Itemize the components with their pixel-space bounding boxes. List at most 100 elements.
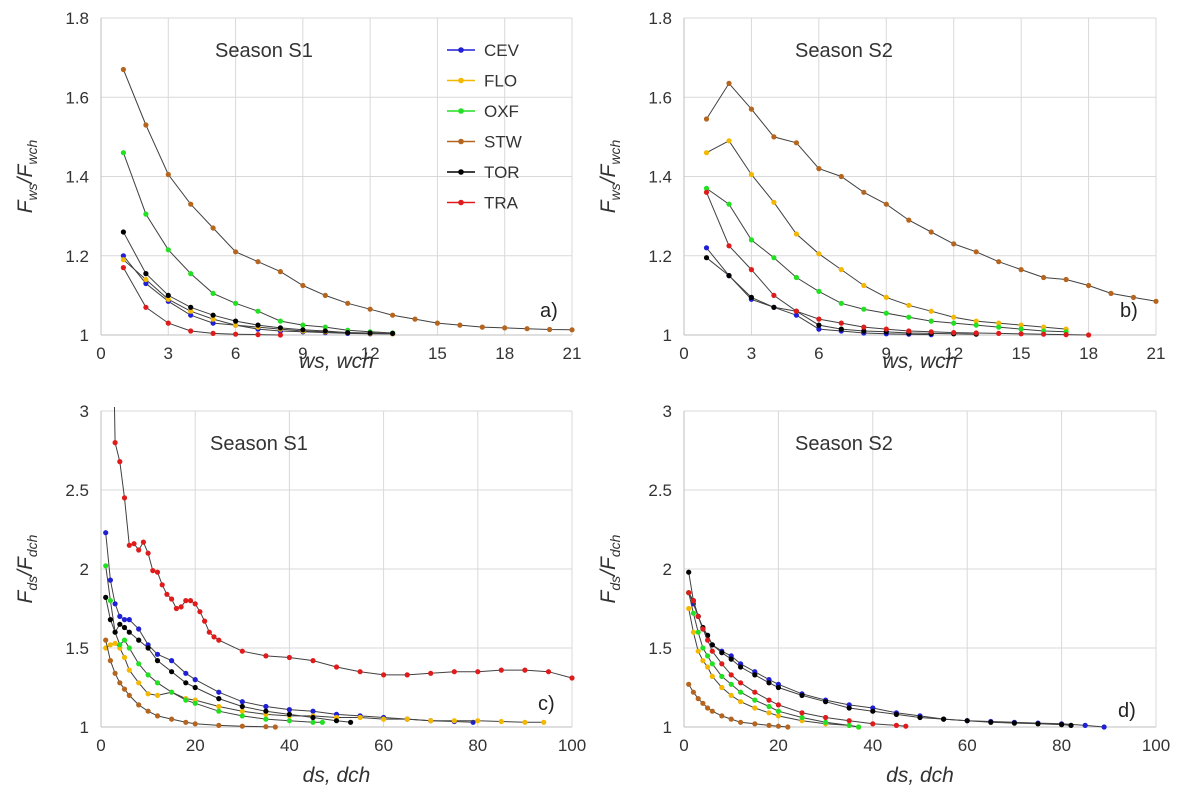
data-point-flo (120, 257, 126, 263)
data-point-tra (861, 324, 867, 330)
data-point-stw (143, 122, 149, 128)
series-line-tra (706, 192, 1089, 336)
data-point-tra (143, 304, 149, 310)
data-point-flo (126, 667, 132, 673)
data-point-tra (928, 329, 934, 335)
data-point-stw (277, 269, 283, 275)
x-tick-label: 100 (1142, 736, 1170, 755)
data-point-stw (154, 713, 161, 719)
y-tick-label: 1.6 (65, 88, 89, 107)
data-point-tra (159, 582, 165, 588)
data-point-oxf (154, 680, 161, 686)
series-line-tor (688, 572, 1072, 726)
series-group (686, 569, 1107, 730)
y-axis-label: Fws/Fwch (14, 140, 40, 214)
data-point-oxf (1018, 326, 1024, 332)
data-point-tor (126, 629, 132, 635)
series-line-oxf (688, 592, 859, 728)
data-point-oxf (690, 610, 697, 616)
data-point-cev (121, 617, 128, 623)
data-point-tra (117, 459, 123, 465)
x-tick-label: 60 (374, 736, 393, 755)
x-tick-label: 6 (231, 344, 240, 363)
data-point-stw (239, 723, 245, 729)
data-point-stw (233, 249, 239, 255)
y-tick-label: 1 (663, 326, 672, 345)
data-point-cev (263, 703, 269, 710)
data-point-flo (752, 705, 758, 711)
y-tick-label: 2.5 (65, 481, 89, 500)
legend-label: OXF (484, 102, 519, 121)
legend-marker (458, 169, 464, 175)
legend-marker (458, 47, 464, 53)
data-point-oxf (300, 322, 306, 328)
data-point-stw (345, 300, 351, 306)
data-point-cev (216, 689, 222, 695)
data-point-flo (165, 296, 171, 302)
y-axis-label: Fds/Fdch (597, 534, 623, 603)
data-point-tor (964, 718, 970, 724)
y-tick-label: 1 (663, 718, 672, 737)
data-point-tra (126, 542, 132, 548)
data-point-tor (686, 569, 692, 575)
data-point-stw (1018, 267, 1024, 273)
x-axis-label-part: wch (920, 350, 957, 373)
data-point-stw (738, 719, 744, 725)
data-point-flo (738, 699, 744, 705)
data-point-tor (239, 703, 245, 710)
data-point-tor (766, 680, 772, 686)
data-point-stw (255, 259, 261, 265)
data-point-tra (140, 539, 146, 545)
x-tick-label: 60 (958, 736, 977, 755)
data-point-oxf (192, 700, 198, 706)
x-axis-label-part: dch (920, 764, 954, 787)
data-point-tor (367, 330, 373, 336)
data-point-tra (183, 598, 189, 604)
y-tick-label: 3 (663, 402, 672, 421)
x-axis-label-part: , (908, 764, 920, 787)
data-point-tra (906, 328, 912, 334)
data-point-tra (277, 332, 283, 338)
data-point-oxf (793, 274, 800, 281)
y-axis-label-part: /F (597, 163, 620, 185)
data-point-tor (165, 292, 171, 298)
data-point-flo (766, 710, 772, 716)
data-point-stw (973, 249, 979, 255)
data-point-stw (700, 700, 706, 706)
data-point-oxf (705, 653, 711, 659)
data-point-flo (188, 308, 194, 314)
data-point-tra (187, 598, 194, 604)
data-point-tra (165, 320, 171, 326)
series-line-tra (122, 267, 281, 336)
data-point-flo (1018, 322, 1024, 328)
data-point-stw (169, 716, 175, 722)
x-tick-label: 12 (361, 344, 380, 363)
data-point-tra (1086, 332, 1092, 338)
data-point-stw (775, 723, 782, 729)
x-tick-label: 18 (495, 344, 514, 363)
data-point-tra (233, 331, 239, 337)
data-point-oxf (216, 708, 222, 714)
data-point-oxf (136, 661, 142, 667)
y-tick-label: 1.4 (648, 168, 672, 187)
y-axis-label-part: ds (607, 576, 623, 591)
data-point-tor (183, 680, 189, 686)
x-tick-label: 6 (814, 344, 823, 363)
data-point-tra (823, 714, 829, 721)
panel-title: Season S2 (795, 40, 893, 62)
data-point-oxf (856, 724, 862, 730)
data-point-tra (112, 440, 118, 446)
data-point-tor (799, 692, 805, 699)
data-point-oxf (838, 300, 844, 306)
data-point-oxf (719, 673, 725, 680)
data-point-tor (703, 255, 710, 261)
data-point-oxf (165, 247, 171, 253)
data-point-stw (766, 722, 772, 729)
data-point-stw (728, 716, 734, 722)
data-point-tor (752, 672, 758, 678)
data-point-stw (188, 201, 194, 207)
legend-label: CEV (484, 41, 520, 60)
data-point-cev (286, 707, 292, 713)
data-point-oxf (322, 324, 328, 330)
